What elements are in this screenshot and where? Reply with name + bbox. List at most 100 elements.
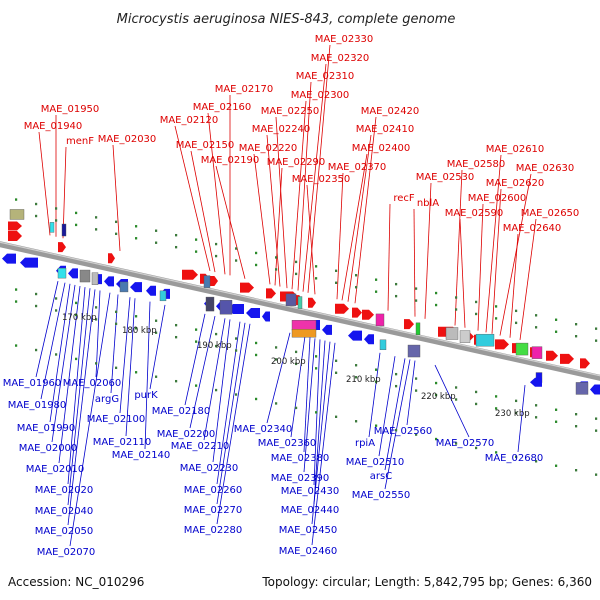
guide-tick (575, 323, 578, 326)
forward-gene-arrow (560, 353, 574, 364)
top-feature-block (415, 322, 421, 336)
gene-label-bottom: MAE_02280 (184, 525, 243, 536)
guide-tick (595, 327, 598, 330)
guide-tick (335, 281, 338, 284)
top-feature-block (9, 209, 25, 220)
gene-label-bottom: MAE_02570 (436, 438, 495, 449)
guide-tick (575, 425, 578, 428)
guide-tick (575, 469, 578, 472)
guide-tick (195, 328, 198, 331)
bottom-feature-block (219, 299, 233, 315)
guide-tick (395, 428, 398, 432)
scale-label-230: 230 kbp (495, 409, 530, 419)
gene-label-bottom: MAE_02180 (152, 406, 211, 417)
guide-tick (255, 251, 258, 255)
bottom-leader-line (212, 319, 231, 463)
reverse-gene-arrow (322, 324, 332, 335)
bottom-leader-line (384, 359, 411, 490)
guide-tick (555, 420, 558, 423)
guide-tick (175, 233, 178, 237)
scale-label-200: 200 kbp (271, 357, 306, 367)
bottom-leader-line (378, 356, 396, 457)
bottom-leader-line (67, 289, 96, 526)
forward-gene-arrow (182, 269, 198, 280)
bottom-leader-line (144, 301, 151, 450)
top-leader-line (266, 134, 281, 287)
guide-tick (535, 460, 538, 463)
guide-tick (75, 301, 78, 305)
top-leader-line (485, 154, 502, 333)
gene-label-top: MAE_02030 (98, 134, 157, 145)
guide-tick (575, 413, 578, 416)
guide-tick (555, 318, 558, 321)
gene-label-bottom: MAE_02000 (19, 443, 78, 454)
guide-tick (515, 309, 518, 313)
guide-tick (355, 286, 358, 289)
guide-tick (315, 265, 318, 268)
guide-tick (535, 416, 538, 419)
guide-tick (555, 408, 558, 411)
guide-tick (295, 350, 298, 354)
top-leader-line (190, 150, 216, 273)
guide-tick (35, 304, 38, 308)
guide-tick (215, 254, 218, 258)
top-leader-line (112, 144, 121, 251)
gene-label-top: MAE_02170 (215, 84, 274, 95)
guide-tick (435, 381, 438, 385)
guide-tick (515, 399, 518, 403)
guide-tick (295, 272, 298, 276)
guide-tick (315, 367, 318, 370)
scale-label-180: 180 kbp (122, 326, 157, 336)
gene-label-bottom: MAE_02390 (271, 473, 330, 484)
bottom-leader-line (49, 283, 71, 423)
gene-features (2, 209, 600, 395)
guide-tick (135, 315, 138, 318)
gene-label-bottom: MAE_02230 (180, 463, 239, 474)
guide-tick (115, 232, 118, 236)
guide-tick (375, 380, 378, 383)
top-leader-line (253, 153, 271, 285)
top-leader-line (491, 188, 502, 334)
guide-tick (455, 308, 458, 311)
guide-tick (315, 277, 318, 280)
guide-tick (315, 355, 318, 358)
guide-tick (355, 274, 358, 277)
bottom-leader-line (384, 358, 406, 471)
guide-tick (415, 299, 418, 302)
guide-tick (195, 238, 198, 241)
gene-label-top: MAE_02600 (468, 193, 527, 204)
guide-tick (595, 417, 598, 420)
guide-tick (495, 305, 498, 308)
guide-tick (35, 348, 38, 352)
top-leader-line (519, 218, 537, 341)
guide-tick (55, 207, 58, 210)
guide-tick (95, 318, 98, 321)
guide-tick (435, 393, 438, 397)
guide-tick (475, 446, 478, 450)
reverse-gene-arrow (262, 311, 270, 322)
bottom-leader-line (311, 341, 331, 525)
gene-label-top: MAE_02330 (315, 34, 374, 45)
guide-tick (35, 214, 38, 218)
scale-label-170: 170 kbp (62, 313, 97, 323)
guide-tick (235, 393, 238, 396)
guide-tick (235, 259, 238, 262)
top-leader-line (62, 146, 67, 239)
gene-label-top: recF (393, 193, 415, 204)
guide-tick (455, 398, 458, 401)
guide-tick (415, 287, 418, 290)
top-feature-block (531, 346, 543, 359)
guide-tick (595, 473, 598, 476)
guide-tick (355, 376, 358, 379)
gene-label-top: MAE_02190 (201, 155, 260, 166)
top-leader-line (424, 182, 432, 319)
guide-tick (215, 344, 218, 348)
gene-label-bottom: MAE_02440 (281, 505, 340, 516)
guide-tick (15, 344, 18, 347)
bottom-leader-line (203, 318, 226, 441)
guide-tick (55, 309, 58, 312)
top-feature-block (285, 293, 297, 307)
guide-tick (35, 292, 38, 296)
guide-tick (115, 322, 118, 326)
forward-gene-arrow (8, 231, 22, 242)
